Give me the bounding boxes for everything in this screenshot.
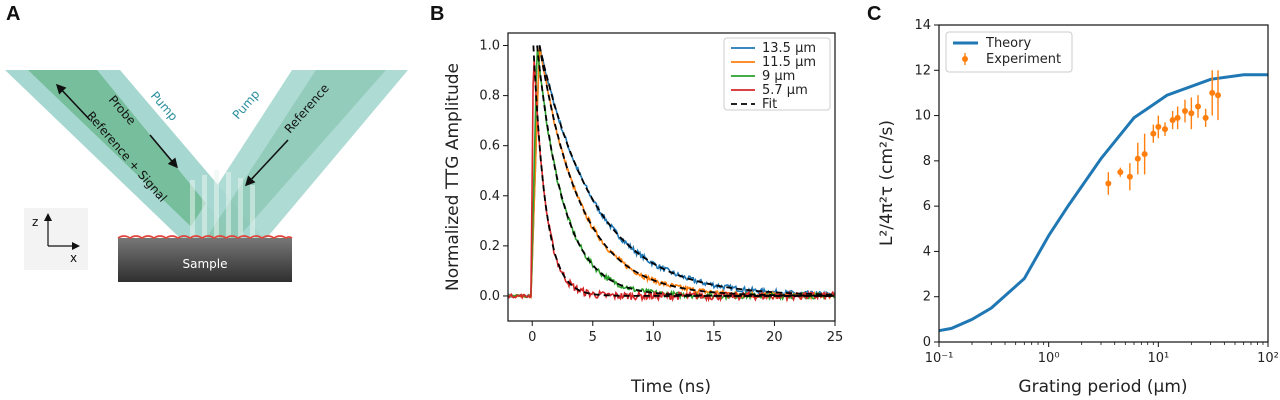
panel-b-ylabel: Normalized TTG Amplitude [443,63,463,291]
panel-c-experiment-point [1174,114,1181,121]
panel-b-series-line [507,49,836,302]
panel-c-ytick-label: 2 [923,290,931,305]
panel-c-experiment-point [1155,123,1162,130]
panel-b-xtick-label: 15 [706,330,723,345]
panel-c-xlabel: Grating period (μm) [1018,377,1187,397]
panel-c-ytick-label: 12 [914,63,931,78]
panel-c-experiment-point [1117,169,1124,176]
panel-c-experiment-point [1105,180,1112,187]
panel-c-letter: C [867,3,881,25]
panel-b-xtick-label: 10 [645,330,662,345]
panel-c-frame [938,24,1269,343]
probe-arrow-down [149,134,178,169]
panel-b-ytick-label: 1.0 [479,39,500,54]
pump-right-label: Pump [230,87,263,122]
panel-c-ytick-label: 0 [923,335,931,350]
panel-b-fit-line [538,45,834,296]
axes-indicator-box [24,208,88,270]
panel-b-ytick-label: 0.0 [479,289,500,304]
panel-b-ytick-label: 0.2 [479,239,500,254]
panel-b-ytick-label: 0.8 [479,89,500,104]
panel-c-theory-line [938,73,1268,333]
panel-c-experiment-point [1161,126,1168,133]
panel-b-legend-box [723,37,831,111]
panel-b-ticks: 0 5 10 15 20 25 0.0 0.2 0.4 0.6 0.8 1.0 [479,39,843,345]
probe-arrow-up [55,83,91,121]
panel-b-legend-label: 9 μm [762,69,795,84]
panel-c-series [938,70,1268,333]
panel-c-experiment-point [1209,89,1216,96]
panel-c-ytick-label: 6 [923,199,931,214]
panel-b-legend-label: 11.5 μm [762,55,816,70]
panel-c-xtick-label: 10² [1257,351,1279,366]
panel-c-experiment-point [1188,110,1195,117]
panel-b-xtick-label: 0 [528,330,536,345]
panel-c-xtick-label: 10⁻¹ [925,351,954,366]
panel-b-legend-label: 5.7 μm [762,83,808,98]
panel-c-experiment-point [1202,114,1209,121]
panel-c-ytick-label: 10 [914,109,931,124]
left-beam-inner [28,70,236,240]
z-axis-label: z [32,215,38,229]
panel-b-legend-label: 13.5 μm [762,41,816,56]
panel-b-xlabel: Time (ns) [630,377,711,397]
panel-c-ytick-label: 14 [914,18,931,33]
panel-a-diagram: A Pump Pump Probe Reference + Signal Ref… [5,3,408,282]
panel-b-series [507,44,836,303]
panel-c-ytick-label: 4 [923,244,931,259]
panel-c-ytick-label: 8 [923,154,931,169]
interference-fringes [190,170,255,238]
panel-b-letter: B [430,3,444,25]
panel-b-legend-label: Fit [762,97,777,112]
panel-b-ytick-label: 0.6 [479,139,500,154]
panel-c-xtick-label: 10⁰ [1038,351,1060,366]
panel-c-ticks: 10⁻¹ 10⁰ 10¹ 10² 0 2 4 6 8 10 12 14 [914,18,1278,366]
panel-c-experiment-point [1126,173,1133,180]
panel-c-experiment-point [1169,117,1176,124]
panel-c-legend-experiment-label: Experiment [986,52,1061,67]
panel-b-chart: B 0 5 10 15 20 25 0.0 0.2 0.4 0.6 0.8 1.0 Time (ns)… [430,3,843,397]
panel-c-legend-theory-label: Theory [985,36,1031,51]
panel-c-ylabel: L²/4π²τ (cm²/s) [877,120,897,246]
panel-b-fit-line [532,45,834,297]
sample-label: Sample [183,257,228,271]
panel-b-ytick-label: 0.4 [479,189,500,204]
x-axis-label: x [70,251,77,265]
panel-c-legend-experiment-swatch [962,56,968,62]
panel-b-xtick-label: 20 [766,330,783,345]
panel-c-experiment-point [1214,92,1221,99]
reference-arrow [244,139,289,187]
panel-b-xtick-label: 25 [827,330,844,345]
panel-c-experiment-point [1150,130,1157,137]
panel-c-experiment-point [1195,103,1202,110]
sample-surface-grating [117,235,293,239]
panel-c-experiment-point [1141,151,1148,158]
panel-b-xtick-label: 5 [589,330,597,345]
panel-a-letter: A [6,3,20,25]
panel-b-frame [507,32,836,322]
panel-c-experiment-point [1134,155,1141,162]
panel-c-xtick-label: 10¹ [1147,351,1169,366]
panel-c-experiment-point [1181,108,1188,115]
panel-c-chart: C 10⁻¹ 10⁰ 10¹ 10² 0 2 4 6 8 10 12 14 Grating perio… [867,3,1279,397]
sample-block [118,238,292,282]
